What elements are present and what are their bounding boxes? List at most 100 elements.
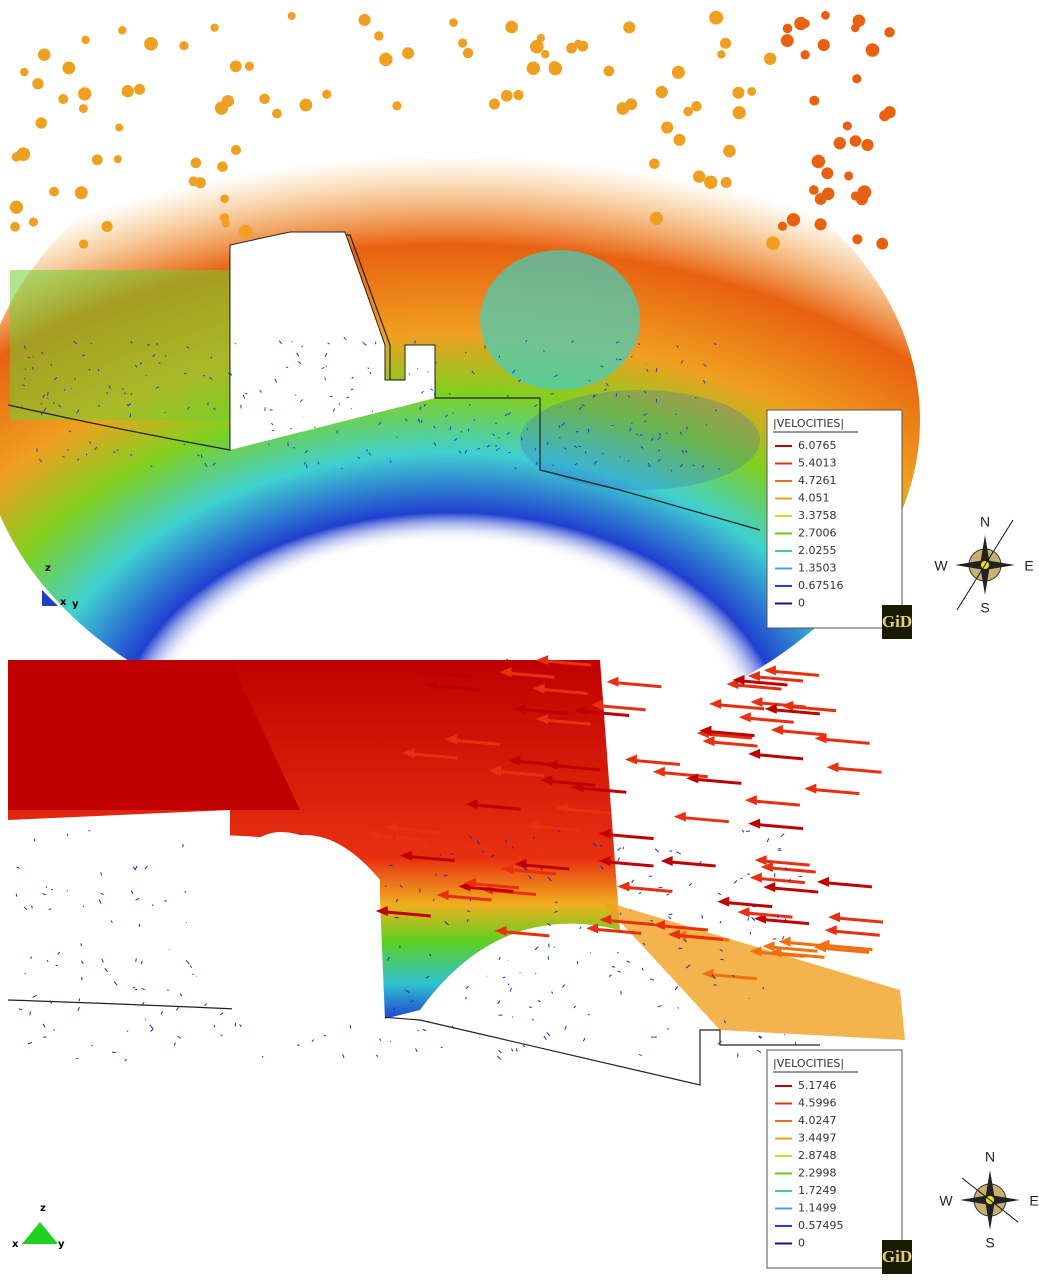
vector (541, 49, 550, 59)
vector (514, 467, 517, 470)
vector (427, 371, 429, 373)
vector (274, 378, 278, 383)
vector (563, 447, 567, 450)
vector (680, 464, 683, 468)
vector (566, 42, 577, 54)
vector (164, 900, 167, 902)
vector (719, 920, 722, 924)
vector (827, 944, 873, 952)
vector (174, 1042, 176, 1046)
vector (561, 422, 565, 427)
vector (219, 1012, 224, 1016)
vector (608, 974, 612, 978)
vector (49, 186, 60, 197)
vector (766, 236, 780, 251)
vector (717, 50, 726, 59)
vector (748, 818, 761, 829)
vector (393, 1007, 396, 1011)
vector (536, 33, 545, 43)
vector (773, 886, 819, 894)
vector (101, 220, 113, 232)
vector (852, 234, 863, 245)
vector (473, 882, 520, 890)
vector (444, 734, 457, 745)
vector (458, 38, 468, 48)
vector (80, 943, 82, 947)
vector (534, 447, 537, 451)
vector (865, 43, 880, 57)
vector (31, 366, 34, 370)
vector (844, 171, 854, 181)
vector (817, 39, 830, 52)
vector (40, 403, 43, 405)
vector (608, 860, 654, 868)
vector (297, 361, 302, 365)
vector (673, 133, 686, 146)
vector (778, 936, 791, 947)
vector (415, 1048, 418, 1053)
vector (573, 39, 583, 49)
vectors-top (9, 10, 896, 472)
vector (605, 382, 609, 387)
vector (511, 369, 516, 374)
vector (113, 981, 118, 986)
vector (292, 446, 295, 449)
vector (500, 89, 513, 102)
axis-x: x (60, 597, 67, 608)
legend-value: 1.1499 (798, 1202, 837, 1215)
vector (603, 65, 615, 77)
vector (842, 121, 852, 131)
vector (699, 725, 712, 736)
vector (781, 936, 785, 940)
vector (634, 758, 681, 766)
vector (598, 828, 611, 839)
vector (575, 430, 579, 433)
vector (78, 104, 88, 114)
vector (435, 361, 437, 364)
vector (89, 441, 91, 444)
vector (135, 958, 137, 963)
vector (824, 925, 837, 936)
vector (423, 403, 427, 407)
vector (508, 755, 521, 766)
vector (152, 354, 156, 358)
vector (638, 343, 641, 346)
vector (704, 175, 718, 189)
vector (186, 345, 190, 349)
vector (528, 875, 532, 880)
vector (876, 237, 889, 250)
legend-value: 0.67516 (798, 579, 844, 592)
vector (467, 428, 470, 432)
vector (552, 464, 555, 467)
vector (518, 379, 522, 383)
vector (432, 898, 435, 901)
vector (458, 450, 462, 454)
vector (661, 121, 674, 134)
vector (42, 893, 46, 896)
vector (683, 816, 729, 824)
vector (824, 737, 870, 745)
legend-value: 2.7006 (798, 527, 837, 540)
vector (325, 365, 328, 367)
vector (676, 344, 679, 348)
vector (650, 437, 654, 442)
vector (581, 786, 627, 794)
vector (701, 914, 703, 919)
vector (416, 666, 429, 677)
vector (160, 1011, 164, 1015)
vector (140, 961, 143, 965)
legend-value: 0 (798, 1237, 805, 1250)
vector (681, 449, 685, 454)
vector (573, 445, 578, 449)
vector (46, 959, 49, 963)
vector (78, 87, 92, 101)
vector (82, 354, 86, 357)
vector (204, 1003, 207, 1007)
vector (782, 23, 793, 34)
vector (351, 376, 354, 380)
legend-title: |VELOCITIES| (773, 417, 844, 430)
vector (402, 47, 415, 60)
vector (658, 433, 662, 436)
vector (599, 844, 603, 848)
vector (24, 368, 27, 371)
